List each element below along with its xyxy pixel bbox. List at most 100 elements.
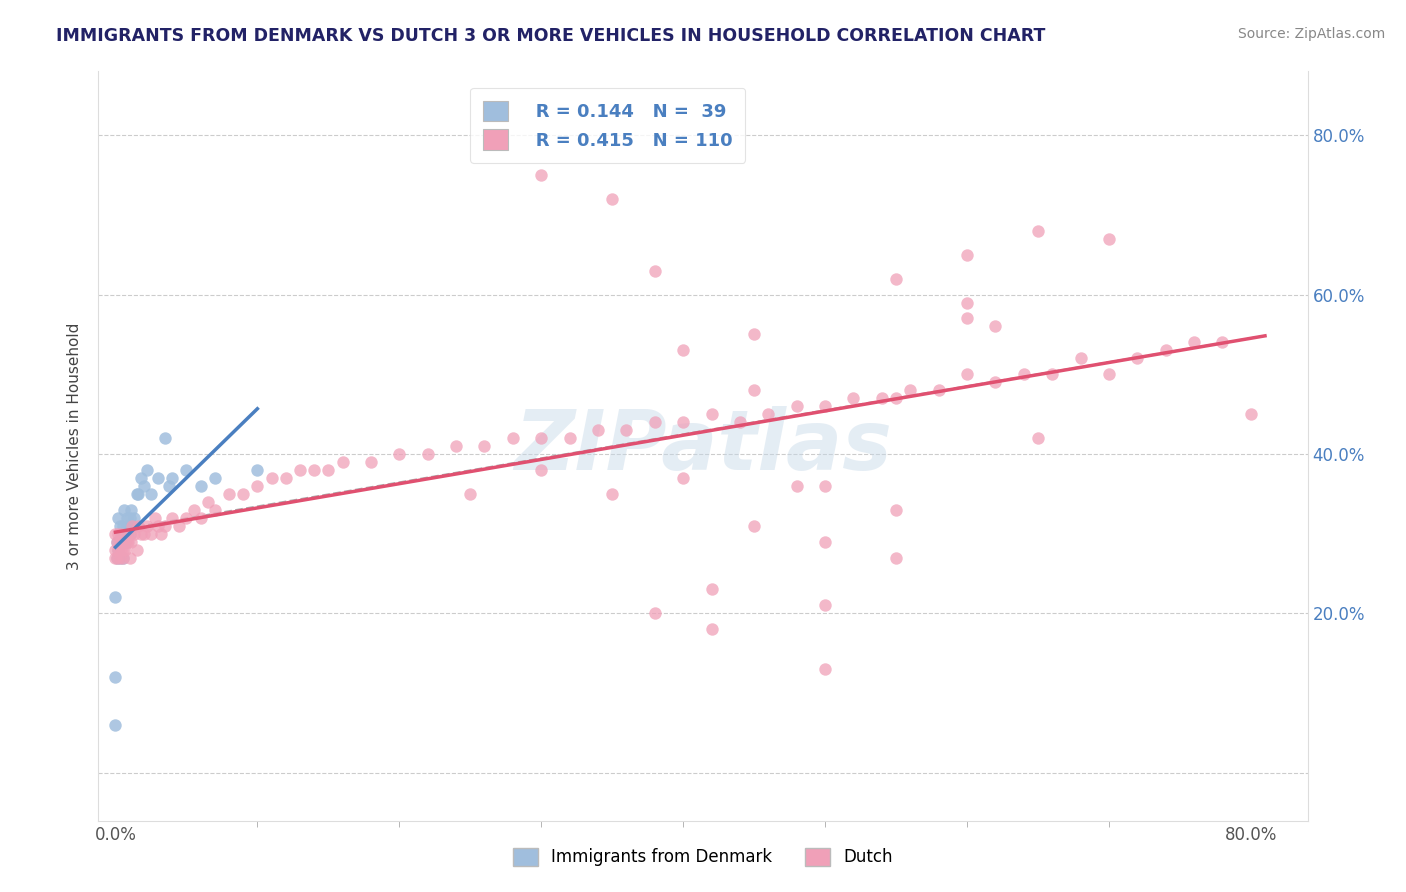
Point xyxy=(204,471,226,485)
Point xyxy=(700,623,723,637)
Point xyxy=(176,510,198,524)
Point xyxy=(120,502,142,516)
Point xyxy=(614,423,637,437)
Point xyxy=(104,542,127,557)
Text: ZIPatlas: ZIPatlas xyxy=(515,406,891,486)
Point xyxy=(600,192,623,206)
Point xyxy=(1069,351,1091,366)
Point xyxy=(928,383,950,397)
Point xyxy=(1026,224,1049,238)
Point xyxy=(672,415,695,429)
Point xyxy=(558,431,581,445)
Point xyxy=(125,542,148,557)
Point xyxy=(111,550,134,565)
Point xyxy=(332,455,354,469)
Point xyxy=(169,518,191,533)
Point xyxy=(884,271,907,285)
Point xyxy=(814,479,837,493)
Point xyxy=(984,376,1007,390)
Point xyxy=(246,479,269,493)
Point xyxy=(110,526,132,541)
Point xyxy=(139,526,162,541)
Point xyxy=(108,550,131,565)
Point xyxy=(1026,431,1049,445)
Point xyxy=(112,526,135,541)
Point xyxy=(260,471,283,485)
Point xyxy=(190,510,212,524)
Point xyxy=(129,526,152,541)
Point xyxy=(884,391,907,405)
Point xyxy=(274,471,297,485)
Point xyxy=(586,423,609,437)
Text: IMMIGRANTS FROM DENMARK VS DUTCH 3 OR MORE VEHICLES IN HOUSEHOLD CORRELATION CHA: IMMIGRANTS FROM DENMARK VS DUTCH 3 OR MO… xyxy=(56,27,1046,45)
Point xyxy=(956,248,979,262)
Point xyxy=(160,471,183,485)
Point xyxy=(104,670,127,684)
Point xyxy=(104,718,127,732)
Point xyxy=(672,471,695,485)
Point xyxy=(105,534,128,549)
Point xyxy=(700,407,723,421)
Point xyxy=(600,487,623,501)
Point xyxy=(153,431,176,445)
Point xyxy=(104,550,127,565)
Point xyxy=(1126,351,1149,366)
Point xyxy=(742,327,765,342)
Point xyxy=(197,495,219,509)
Point xyxy=(114,542,136,557)
Point xyxy=(112,534,135,549)
Point xyxy=(115,518,138,533)
Point xyxy=(884,550,907,565)
Point xyxy=(388,447,411,461)
Point xyxy=(132,526,155,541)
Point xyxy=(1240,407,1263,421)
Point xyxy=(127,518,149,533)
Point xyxy=(135,518,157,533)
Point xyxy=(814,662,837,676)
Point xyxy=(121,518,143,533)
Point xyxy=(105,550,128,565)
Point xyxy=(842,391,865,405)
Point xyxy=(814,399,837,413)
Point xyxy=(898,383,921,397)
Point xyxy=(112,502,135,516)
Point xyxy=(458,487,481,501)
Point xyxy=(502,431,524,445)
Point xyxy=(1098,368,1121,382)
Point xyxy=(1012,368,1035,382)
Point xyxy=(104,591,127,605)
Point xyxy=(135,463,157,477)
Point xyxy=(114,534,136,549)
Point xyxy=(122,510,145,524)
Point xyxy=(742,383,765,397)
Point xyxy=(121,518,143,533)
Point xyxy=(129,471,152,485)
Point xyxy=(115,534,138,549)
Point xyxy=(956,295,979,310)
Point xyxy=(1098,232,1121,246)
Point xyxy=(118,526,141,541)
Point xyxy=(444,439,467,453)
Point xyxy=(157,479,180,493)
Point xyxy=(814,599,837,613)
Point xyxy=(111,550,134,565)
Legend: Immigrants from Denmark, Dutch: Immigrants from Denmark, Dutch xyxy=(505,839,901,875)
Point xyxy=(120,534,142,549)
Text: Source: ZipAtlas.com: Source: ZipAtlas.com xyxy=(1237,27,1385,41)
Point xyxy=(700,582,723,597)
Point xyxy=(246,463,269,477)
Point xyxy=(107,542,129,557)
Point xyxy=(108,550,131,565)
Point xyxy=(530,168,553,182)
Point xyxy=(218,487,240,501)
Point xyxy=(1040,368,1063,382)
Point xyxy=(756,407,779,421)
Point xyxy=(984,319,1007,334)
Point xyxy=(786,479,808,493)
Point xyxy=(118,550,141,565)
Point xyxy=(107,510,129,524)
Point xyxy=(105,534,128,549)
Point xyxy=(884,502,907,516)
Point xyxy=(742,518,765,533)
Point xyxy=(176,463,198,477)
